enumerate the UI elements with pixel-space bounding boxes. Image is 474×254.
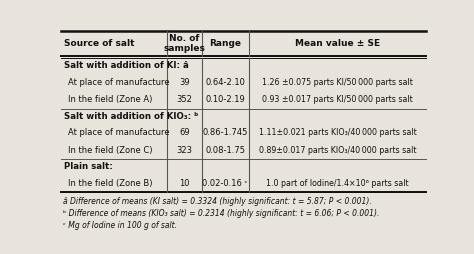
Text: Mean value ± SE: Mean value ± SE [295, 39, 380, 48]
Text: 39: 39 [179, 78, 190, 87]
Text: 1.11±0.021 parts KIO₃/40 000 parts salt: 1.11±0.021 parts KIO₃/40 000 parts salt [258, 129, 416, 137]
Text: ᶜ Mg of Iodine in 100 g of salt.: ᶜ Mg of Iodine in 100 g of salt. [63, 220, 177, 230]
Text: 10: 10 [179, 179, 190, 188]
Text: 352: 352 [176, 96, 192, 104]
Text: 0.08-1.75: 0.08-1.75 [205, 146, 245, 155]
Text: 1.0 part of Iodine/1.4×10⁶ parts salt: 1.0 part of Iodine/1.4×10⁶ parts salt [266, 179, 409, 188]
Text: In the field (Zone B): In the field (Zone B) [68, 179, 152, 188]
Text: In the field (Zone A): In the field (Zone A) [68, 96, 152, 104]
Text: No. of
samples: No. of samples [163, 34, 205, 53]
Text: 0.10-2.19: 0.10-2.19 [205, 96, 245, 104]
Text: At place of manufacture: At place of manufacture [68, 78, 169, 87]
Text: 0.86-1.745: 0.86-1.745 [202, 129, 248, 137]
Text: In the field (Zone C): In the field (Zone C) [68, 146, 152, 155]
Text: 0.89±0.017 parts KIO₃/40 000 parts salt: 0.89±0.017 parts KIO₃/40 000 parts salt [259, 146, 416, 155]
Text: 0.64-2.10: 0.64-2.10 [205, 78, 245, 87]
Text: Salt with addition of KIO₃: ᵇ: Salt with addition of KIO₃: ᵇ [64, 112, 199, 121]
Text: Salt with addition of KI: â: Salt with addition of KI: â [64, 61, 189, 70]
Text: At place of manufacture: At place of manufacture [68, 129, 169, 137]
Text: Source of salt: Source of salt [64, 39, 135, 48]
Text: ᵇ Difference of means (KIO₃ salt) = 0.2314 (highly significant: t = 6.06; P < 0.: ᵇ Difference of means (KIO₃ salt) = 0.23… [63, 209, 379, 218]
Text: 0.02-0.16 ᶜ: 0.02-0.16 ᶜ [202, 179, 248, 188]
Text: 1.26 ±0.075 parts KI/50 000 parts salt: 1.26 ±0.075 parts KI/50 000 parts salt [262, 78, 413, 87]
Text: â Difference of means (KI salt) = 0.3324 (highly significant: t = 5.87; P < 0.00: â Difference of means (KI salt) = 0.3324… [63, 197, 372, 206]
Text: 69: 69 [179, 129, 190, 137]
Text: Plain salt:: Plain salt: [64, 163, 113, 171]
Text: 323: 323 [176, 146, 192, 155]
Text: 0.93 ±0.017 parts KI/50 000 parts salt: 0.93 ±0.017 parts KI/50 000 parts salt [262, 96, 413, 104]
Text: Range: Range [209, 39, 241, 48]
